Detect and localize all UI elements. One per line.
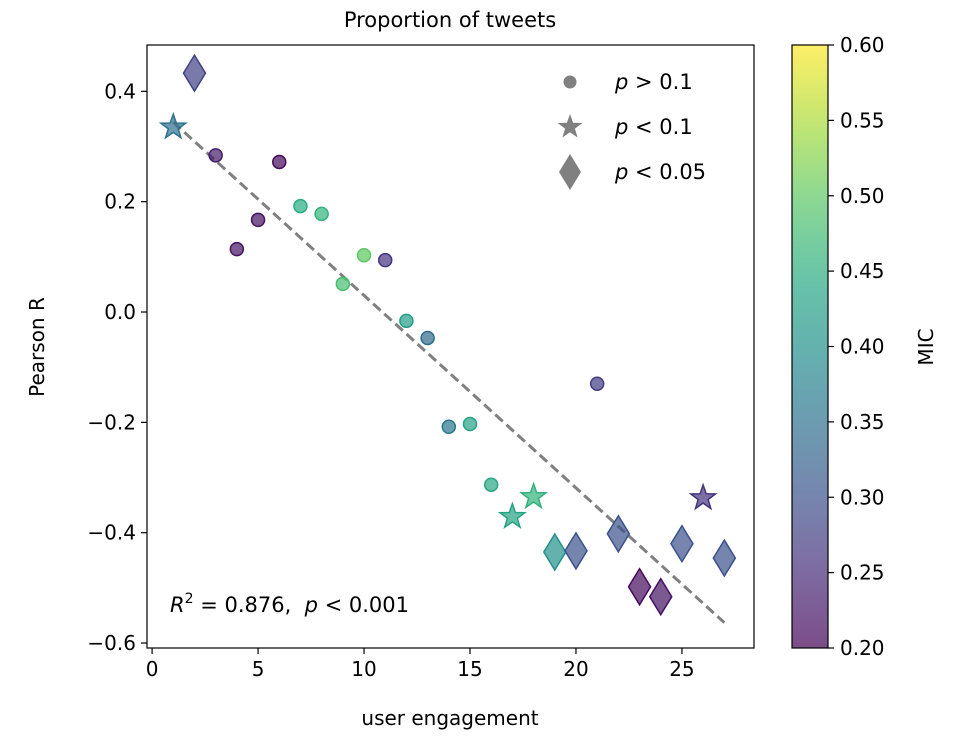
data-point-circle (208, 148, 223, 163)
legend-label-rest: < 0.05 (628, 160, 706, 184)
x-tick-label: 15 (457, 657, 482, 681)
annotation-r: R (170, 593, 185, 617)
legend-label-p: p (614, 160, 628, 184)
data-point-circle (356, 247, 372, 263)
data-point-circle (483, 477, 499, 492)
data-point-circle (335, 276, 351, 292)
colorbar-tick-label: 0.60 (840, 33, 885, 57)
data-point-diamond (606, 514, 631, 554)
annotation-p: p (304, 593, 318, 617)
data-point-star (688, 482, 718, 511)
annotation-rest: = 0.876, (194, 593, 305, 617)
data-point-circle (229, 241, 245, 257)
chart-title: Proportion of tweets (344, 8, 556, 32)
data-point-diamond (542, 532, 567, 572)
colorbar-tick-label: 0.55 (840, 108, 885, 132)
legend-marker-circle (563, 75, 577, 89)
colorbar-gradient (791, 44, 829, 649)
colorbar-tick-label: 0.25 (840, 561, 885, 585)
colorbar-tick-label: 0.40 (840, 335, 885, 359)
data-point-circle (441, 419, 457, 435)
x-tick-label: 0 (146, 657, 159, 681)
y-tick-label: 0.2 (104, 190, 136, 214)
data-point-circle (399, 313, 414, 329)
y-tick-label: −0.4 (87, 521, 136, 545)
data-point-diamond (670, 524, 694, 564)
legend: p > 0.1p < 0.1p < 0.05 (557, 70, 706, 190)
axes: 0 5 10 15 20 25 −0.6 −0.4 −0.2 0.0 0.2 0.4 (87, 44, 755, 681)
x-tick-label: 10 (351, 657, 376, 681)
legend-label: p < 0.05 (614, 160, 706, 184)
y-tick-label: 0.0 (104, 300, 136, 324)
data-point-circle (462, 416, 478, 432)
legend-label-rest: < 0.1 (628, 115, 692, 139)
data-point-diamond (627, 567, 652, 607)
y-tick-label: −0.2 (87, 410, 136, 434)
annotation-rest2: < 0.001 (318, 593, 409, 617)
data-point-diamond (564, 531, 588, 571)
legend-label-rest: > 0.1 (628, 70, 692, 94)
legend-label-p: p (614, 115, 628, 139)
data-point-circle (420, 330, 435, 346)
y-axis-label: Pearson R (25, 297, 49, 397)
colorbar: 0.20 0.25 0.30 0.35 0.40 0.45 0.50 0.55 0.60 (791, 33, 885, 660)
data-point-diamond (182, 53, 207, 93)
legend-label-p: p (614, 70, 628, 94)
data-point-circle (314, 206, 329, 222)
fit-line (172, 121, 726, 624)
colorbar-label: MIC (914, 328, 938, 365)
legend-marker-star (557, 114, 583, 138)
annotation-exp: 2 (185, 591, 194, 607)
x-tick-label: 20 (563, 657, 588, 681)
annotation-r2: R2 = 0.876, p < 0.001 (170, 591, 409, 617)
colorbar-tick-label: 0.45 (840, 259, 885, 283)
x-axis-label: user engagement (361, 706, 538, 730)
colorbar-tick-label: 0.30 (840, 485, 885, 509)
y-tick-label: 0.4 (104, 79, 136, 103)
colorbar-tick-label: 0.50 (840, 184, 885, 208)
data-point-circle (589, 376, 605, 391)
colorbar-tick-label: 0.20 (840, 636, 885, 660)
x-tick-label: 25 (669, 657, 694, 681)
x-tick-label: 5 (252, 657, 265, 681)
data-point-star (497, 501, 527, 530)
legend-marker-diamond (559, 154, 581, 190)
data-point-circle (293, 198, 308, 214)
plot-area (158, 53, 737, 624)
colorbar-tick-label: 0.35 (840, 410, 885, 434)
data-point-circle (377, 252, 393, 268)
data-point-circle (272, 154, 287, 170)
data-point-diamond (648, 577, 673, 617)
legend-label: p < 0.1 (614, 115, 693, 139)
axes-frame (146, 44, 755, 649)
legend-label: p > 0.1 (614, 70, 693, 94)
data-point-circle (250, 212, 266, 228)
data-point-star (519, 481, 549, 510)
y-tick-label: −0.6 (87, 631, 136, 655)
data-point-star (158, 111, 188, 140)
data-point-diamond (712, 538, 737, 578)
